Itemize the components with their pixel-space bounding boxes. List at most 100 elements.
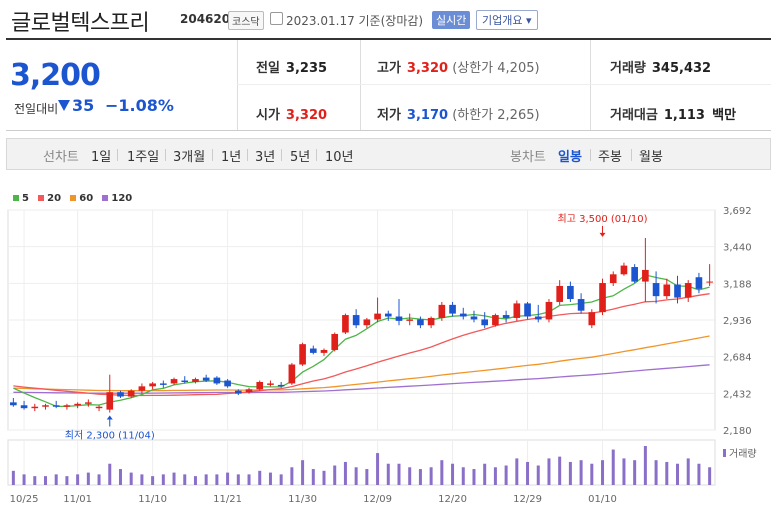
volume-bar: [140, 474, 144, 485]
volume-frame: [7, 439, 716, 486]
high-annotation: 최고 3,500 (01/10): [558, 213, 648, 225]
candle-body: [63, 405, 71, 407]
candle-body: [534, 316, 542, 320]
candle-body: [395, 316, 403, 321]
realtime-button[interactable]: 실시간: [432, 11, 471, 29]
candle-body: [556, 285, 563, 302]
candle-body: [192, 379, 199, 382]
legend-ma5[interactable]: 5: [13, 193, 29, 204]
candle-body: [138, 386, 146, 391]
candle-body: [459, 313, 467, 317]
candle-body: [609, 274, 617, 284]
volume-bar: [311, 469, 315, 485]
volume-bar: [151, 476, 155, 485]
tab-daily[interactable]: 일봉: [558, 150, 582, 165]
x-tick-label: 11/10: [138, 494, 167, 505]
x-tick-label: 11/21: [213, 494, 242, 505]
amount-unit: 백만: [712, 108, 737, 123]
volume-label: 거래량: [729, 448, 757, 460]
tab-monthly[interactable]: 월봉: [639, 150, 663, 165]
candle-body: [684, 283, 692, 298]
tab-1y[interactable]: 1년: [221, 150, 242, 165]
volume-bar: [376, 453, 380, 485]
y-tick-label: 2,684: [723, 353, 752, 364]
candle-body: [74, 403, 81, 406]
tab-10y[interactable]: 10년: [325, 150, 354, 165]
candle-body: [449, 304, 456, 314]
candle-body: [160, 383, 167, 385]
tab-separator: [316, 149, 317, 161]
candle-body: [631, 267, 638, 282]
candle-body: [588, 312, 596, 326]
y-tick-label: 2,180: [723, 426, 752, 437]
volume-bar: [408, 467, 412, 485]
line-chart-heading: 선차트: [43, 150, 79, 165]
legend-swatch: [38, 195, 45, 201]
stock-name[interactable]: 글로벌텍스프리: [11, 11, 150, 36]
volume-bar: [654, 460, 658, 485]
tab-separator: [281, 149, 282, 161]
prev-close: 전일 3,235: [256, 57, 327, 76]
volume-bar: [365, 469, 369, 485]
volume-bar: [268, 472, 272, 485]
candle-body: [52, 405, 60, 407]
candle-body: [363, 319, 371, 326]
volume-bar: [515, 458, 519, 485]
tab-3y[interactable]: 3년: [255, 150, 276, 165]
tab-3m[interactable]: 3개월: [173, 150, 206, 165]
candle-body: [492, 315, 499, 326]
change-value: 35: [72, 96, 95, 115]
volume-bar: [322, 470, 326, 485]
x-tick-label: 12/20: [438, 494, 467, 505]
tab-separator: [117, 149, 118, 161]
candle-body: [652, 283, 660, 297]
volume-bar: [547, 458, 551, 485]
candle-body: [267, 383, 274, 385]
candle-body: [481, 319, 489, 326]
tab-1d[interactable]: 1일: [91, 150, 112, 165]
high-label: 고가: [377, 61, 401, 76]
chart-tabs: 선차트 1일 1주일 3개월 1년 3년 5년 10년 봉차트 일봉 주봉 월봉: [6, 138, 771, 170]
volume-bar: [43, 476, 47, 485]
candle-body: [309, 348, 317, 353]
low-price: 저가 3,170 (하한가 2,265): [377, 104, 540, 123]
volume-bar: [97, 474, 101, 485]
x-tick-label: 12/09: [363, 494, 392, 505]
change-label: 전일대비: [14, 102, 59, 116]
y-tick-label: 3,188: [723, 279, 752, 290]
candle-body: [170, 379, 178, 384]
volume-bar: [504, 465, 508, 485]
candle-body: [695, 277, 703, 289]
tab-separator: [212, 149, 213, 161]
candle-body: [117, 392, 124, 397]
legend-ma60[interactable]: 60: [70, 193, 93, 204]
down-triangle-icon: [58, 100, 70, 111]
tab-separator: [590, 149, 591, 161]
tab-5y[interactable]: 5년: [290, 150, 311, 165]
legend-ma20[interactable]: 20: [38, 193, 61, 204]
high-arrow-head: [599, 232, 606, 237]
clock-icon: [270, 12, 283, 25]
volume-bar: [590, 463, 594, 485]
volume-bar: [343, 461, 347, 485]
tab-weekly[interactable]: 주봉: [598, 150, 622, 165]
stock-header: 글로벌텍스프리 204620 코스닥 2023.01.17 기준(장마감) 실시…: [0, 0, 771, 38]
legend-ma120[interactable]: 120: [102, 193, 132, 204]
volume-bar: [676, 463, 680, 485]
candle-body: [513, 303, 521, 318]
volume-bar: [11, 470, 15, 485]
candle-body: [288, 364, 296, 384]
candle-body: [213, 377, 221, 384]
candle-body: [95, 406, 103, 409]
candle-body: [406, 319, 414, 321]
volume-bar: [558, 456, 562, 485]
market-badge: 코스닥: [228, 11, 264, 30]
tab-1w[interactable]: 1주일: [127, 150, 160, 165]
volume-bar: [279, 474, 283, 485]
candle-body: [245, 389, 253, 393]
candle-body: [85, 402, 92, 404]
volume-bar: [247, 474, 251, 485]
company-overview-dropdown[interactable]: 기업개요 ▾: [476, 10, 538, 30]
candle-body: [320, 349, 328, 353]
